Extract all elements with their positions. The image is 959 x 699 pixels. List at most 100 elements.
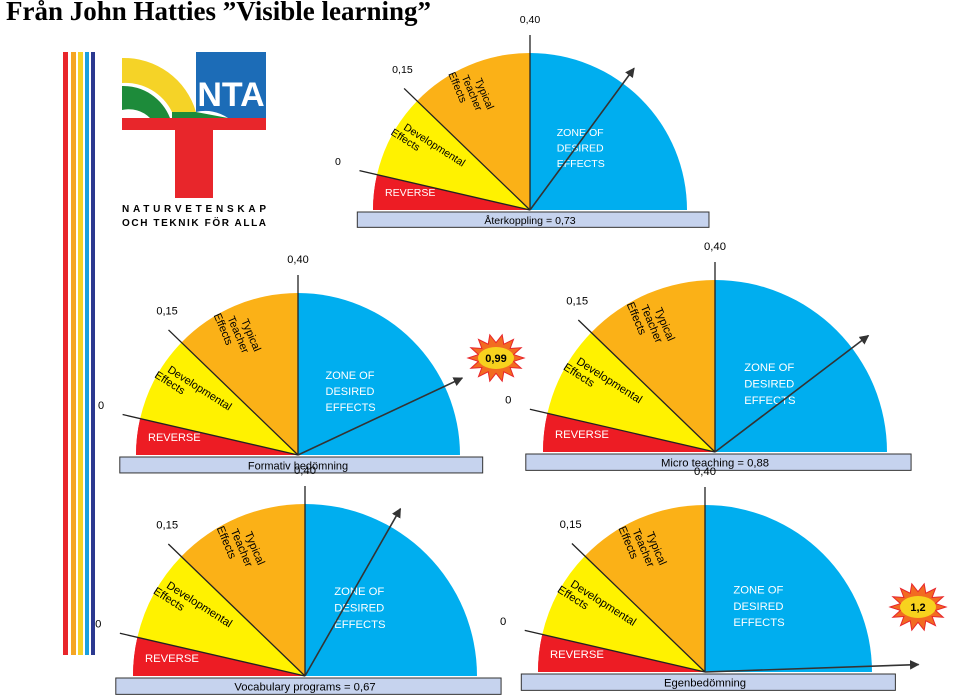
badge-text: 1,2 bbox=[910, 602, 925, 614]
tick-ray bbox=[524, 629, 706, 673]
reverse-label: REVERSE bbox=[148, 432, 201, 444]
logo-blue-shape bbox=[196, 52, 266, 118]
stripe-red bbox=[63, 52, 68, 655]
tick-label-015: 0,15 bbox=[392, 64, 413, 76]
caption-bar bbox=[525, 453, 912, 471]
gauge-4: 00,150,40REVERSEDevelopmentalEffectsTypi… bbox=[95, 465, 502, 695]
logo-t-stem bbox=[175, 130, 213, 198]
tick-ray bbox=[167, 543, 306, 677]
desired-label-line: ZONE OF bbox=[326, 370, 375, 382]
tick-ray bbox=[168, 329, 299, 456]
developmental-zone bbox=[377, 100, 530, 210]
tick-label-0: 0 bbox=[335, 156, 341, 168]
desired-label-line: ZONE OF bbox=[334, 586, 384, 598]
gauge-2: 00,150,40REVERSEDevelopmentalEffectsTypi… bbox=[98, 254, 526, 474]
tick-label-040: 0,40 bbox=[694, 466, 716, 478]
logo-letters: NTA bbox=[197, 76, 264, 114]
color-stripes bbox=[63, 52, 95, 655]
value-arrow bbox=[304, 507, 402, 677]
typical-zone bbox=[417, 53, 530, 210]
tick-ray bbox=[403, 87, 531, 211]
desired-label-line: DESIRED bbox=[557, 143, 604, 155]
desired-zone bbox=[305, 504, 477, 676]
desired-label-line: ZONE OF bbox=[733, 585, 783, 597]
gauges: 00,150,40REVERSEDevelopmentalEffectsTypi… bbox=[95, 14, 948, 695]
tick-label-015: 0,15 bbox=[156, 306, 177, 318]
typical-zone bbox=[584, 505, 705, 672]
tick-label-040: 0,40 bbox=[520, 14, 541, 26]
caption-text: Egenbedömning bbox=[664, 678, 746, 690]
desired-label-line: DESIRED bbox=[744, 379, 794, 391]
desired-label-line: DESIRED bbox=[326, 386, 375, 398]
desired-label: ZONE OF DESIRED EFFECTS bbox=[733, 585, 784, 630]
logo-green-arc bbox=[122, 85, 170, 118]
value-arrow bbox=[704, 660, 920, 673]
value-arrow bbox=[714, 334, 870, 453]
developmental-zone bbox=[137, 556, 305, 676]
desired-label: ZONE OF DESIRED EFFECTS bbox=[326, 370, 376, 414]
tick-label-0: 0 bbox=[500, 616, 506, 628]
tick-ray bbox=[529, 408, 716, 453]
tick-label-0: 0 bbox=[95, 619, 101, 631]
logo-line-1: NATURVETENSKAP bbox=[122, 204, 266, 215]
desired-label-line: DESIRED bbox=[733, 601, 783, 613]
tick-label-040: 0,40 bbox=[704, 241, 726, 253]
developmental-zone bbox=[547, 332, 715, 452]
tick-ray bbox=[571, 543, 706, 673]
tick-ray bbox=[122, 413, 299, 456]
tick-label-0: 0 bbox=[505, 395, 511, 407]
desired-label-line: ZONE OF bbox=[557, 127, 604, 139]
reverse-label: REVERSE bbox=[555, 429, 609, 441]
gauge-1: 00,150,40REVERSEDevelopmentalEffectsTypi… bbox=[335, 14, 710, 228]
reverse-label: REVERSE bbox=[385, 187, 435, 199]
typical-zone bbox=[181, 504, 305, 676]
caption-text: Micro teaching = 0,88 bbox=[661, 458, 769, 470]
caption-bar bbox=[119, 456, 484, 474]
tick-label-0: 0 bbox=[98, 400, 104, 412]
desired-zone bbox=[705, 505, 872, 672]
tick-label-015: 0,15 bbox=[156, 519, 178, 531]
developmental-zone bbox=[542, 555, 705, 672]
desired-label: ZONE OF DESIRED EFFECTS bbox=[744, 362, 795, 407]
desired-label-line: ZONE OF bbox=[744, 362, 794, 374]
desired-label-line: EFFECTS bbox=[557, 158, 605, 170]
value-arrow bbox=[529, 67, 635, 211]
tick-label-015: 0,15 bbox=[560, 519, 582, 531]
desired-label-line: EFFECTS bbox=[744, 395, 795, 407]
caption-bar bbox=[520, 673, 896, 691]
logo-t-bar-red bbox=[122, 118, 266, 130]
tick-label-015: 0,15 bbox=[566, 295, 588, 307]
badge-text: 0,99 bbox=[485, 353, 506, 365]
nta-logo: NTA NATURVETENSKAP OCH TEKNIK FÖR ALLA bbox=[122, 52, 266, 229]
tick-ray bbox=[119, 632, 306, 677]
desired-label: ZONE OF DESIRED EFFECTS bbox=[334, 586, 385, 631]
caption-text: Återkoppling = 0,73 bbox=[484, 214, 575, 227]
value-arrow bbox=[297, 377, 464, 456]
stripe-lightblue bbox=[85, 52, 89, 655]
logo-yellow-arc bbox=[122, 57, 196, 112]
desired-zone bbox=[298, 293, 460, 455]
desired-label-line: EFFECTS bbox=[326, 402, 376, 414]
caption-text: Vocabulary programs = 0,67 bbox=[234, 682, 375, 694]
tick-label-040: 0,40 bbox=[294, 465, 316, 477]
stripe-yellow bbox=[78, 52, 83, 655]
typical-zone bbox=[181, 293, 298, 455]
stripe-orange bbox=[71, 52, 76, 655]
caption-bar bbox=[356, 211, 710, 228]
badge-center bbox=[900, 596, 936, 618]
desired-label-line: DESIRED bbox=[334, 603, 384, 615]
gauge-5: 00,150,40REVERSEDevelopmentalEffectsTypi… bbox=[500, 466, 948, 691]
typical-zone bbox=[591, 280, 715, 452]
desired-label-line: EFFECTS bbox=[334, 619, 385, 631]
tick-ray bbox=[359, 170, 531, 211]
reverse-label: REVERSE bbox=[550, 649, 604, 661]
desired-label: ZONE OF DESIRED EFFECTS bbox=[557, 127, 605, 170]
gauge-3: 00,150,40REVERSEDevelopmentalEffectsTypi… bbox=[505, 241, 912, 471]
stripe-blue bbox=[91, 52, 95, 655]
badge-center bbox=[478, 347, 514, 369]
caption-text: Formativ bedömning bbox=[248, 460, 348, 472]
logo-line-2: OCH TEKNIK FÖR ALLA bbox=[122, 216, 266, 229]
tick-ray bbox=[577, 319, 716, 453]
